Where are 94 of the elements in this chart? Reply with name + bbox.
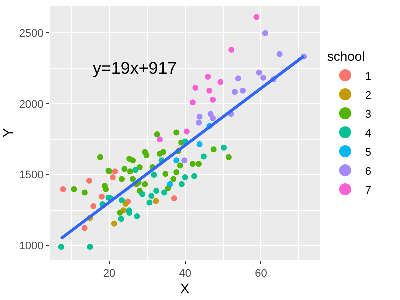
point <box>90 203 97 210</box>
point <box>154 132 160 138</box>
point <box>134 213 140 220</box>
point <box>127 168 134 175</box>
point <box>196 141 203 148</box>
point <box>174 158 180 164</box>
point <box>103 186 110 192</box>
legend-label: 6 <box>365 166 372 178</box>
point <box>122 166 128 172</box>
legend-label: 1 <box>365 70 372 83</box>
point <box>190 100 196 106</box>
point <box>119 198 126 204</box>
point <box>136 164 143 170</box>
point <box>240 88 246 94</box>
point <box>182 158 188 164</box>
y-tick-label: 1500 <box>19 170 44 182</box>
x-tick-label: 20 <box>103 268 116 280</box>
point <box>118 216 124 222</box>
point <box>210 96 216 103</box>
point <box>151 172 158 178</box>
point <box>228 46 235 53</box>
point <box>82 190 88 196</box>
point <box>171 196 178 202</box>
point <box>235 76 242 82</box>
point <box>206 88 213 94</box>
point <box>205 74 212 80</box>
point <box>178 181 185 188</box>
point <box>177 162 184 169</box>
x-tick-label: 40 <box>179 268 192 280</box>
point <box>160 149 166 156</box>
point <box>122 200 129 207</box>
point <box>167 181 174 188</box>
point <box>196 161 202 168</box>
legend-label: 2 <box>365 90 372 102</box>
point <box>190 161 196 168</box>
legend-title: school <box>327 49 366 64</box>
point <box>232 89 238 96</box>
x-axis-title: X <box>180 280 190 296</box>
legend-label: 5 <box>365 146 372 159</box>
point <box>174 130 180 136</box>
legend-label: 7 <box>365 184 372 197</box>
point <box>156 136 163 143</box>
point <box>196 120 202 126</box>
y-tick-label: 2500 <box>19 28 44 40</box>
point <box>182 174 188 181</box>
y-axis-title: Y <box>0 128 16 138</box>
point <box>210 115 216 122</box>
point <box>98 194 105 200</box>
point <box>119 176 126 182</box>
point <box>170 176 177 182</box>
point <box>210 146 217 153</box>
point <box>97 154 104 160</box>
point <box>82 225 88 232</box>
point <box>111 220 118 227</box>
point <box>218 79 224 86</box>
point <box>132 167 139 174</box>
point <box>191 173 198 180</box>
point <box>254 14 260 20</box>
point <box>154 188 160 194</box>
point <box>256 70 262 76</box>
point <box>144 152 150 159</box>
x-tick-label: 60 <box>255 268 268 280</box>
y-tick-label: 1000 <box>19 240 44 253</box>
point <box>221 144 228 151</box>
point <box>71 186 78 192</box>
point <box>262 30 268 36</box>
point <box>226 154 232 160</box>
point <box>146 200 153 206</box>
y-tick-label: 2000 <box>19 98 44 111</box>
point <box>142 181 148 188</box>
point <box>162 190 168 196</box>
legend-label: 3 <box>365 108 372 121</box>
point <box>276 51 283 58</box>
point <box>58 244 64 250</box>
point <box>130 176 136 182</box>
point <box>148 193 155 200</box>
point <box>184 128 190 135</box>
point <box>117 210 124 216</box>
point <box>130 158 136 164</box>
point <box>140 191 146 198</box>
point <box>112 168 118 175</box>
point <box>86 178 92 184</box>
point <box>174 169 180 176</box>
point <box>162 171 169 178</box>
annotation: y=19x+917 <box>93 59 178 78</box>
point <box>110 174 116 181</box>
point <box>196 114 203 120</box>
legend-label: 4 <box>365 128 372 140</box>
point <box>87 244 94 250</box>
point <box>60 186 66 192</box>
point <box>153 198 160 204</box>
point <box>200 154 207 160</box>
point <box>260 74 266 81</box>
point <box>192 85 199 92</box>
